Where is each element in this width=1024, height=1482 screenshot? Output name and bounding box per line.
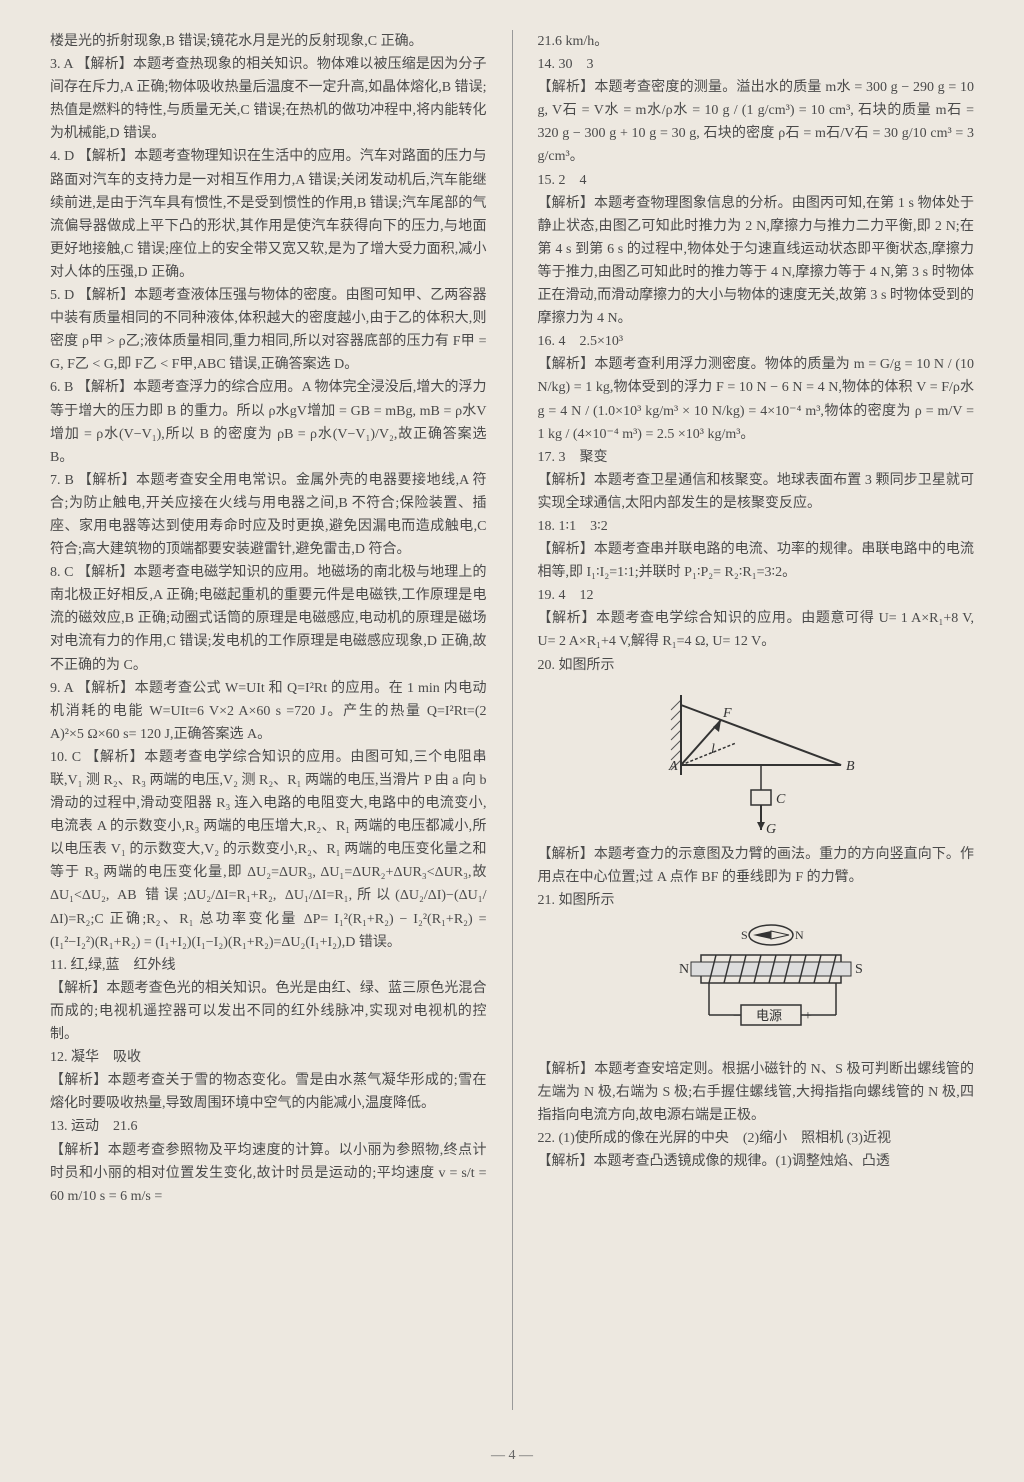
- q7: 7. B 【解析】本题考查安全用电常识。金属外壳的电器要接地线,A 符合;为防止…: [50, 469, 487, 561]
- q9: 9. A 【解析】本题考查公式 W=UIt 和 Q=I²Rt 的应用。在 1 m…: [50, 677, 487, 746]
- q16-analysis: 【解析】本题考查利用浮力测密度。物体的质量为 m = G/g = 10 N / …: [538, 353, 975, 445]
- q12-analysis: 【解析】本题考查关于雪的物态变化。雪是由水蒸气凝华形成的;雪在熔化时要吸收热量,…: [50, 1069, 487, 1115]
- solenoid-S: S: [855, 962, 863, 977]
- q11-analysis: 【解析】本题考查色光的相关知识。色光是由红、绿、蓝三原色光混合而成的;电视机遥控…: [50, 977, 487, 1046]
- document-page: 楼是光的折射现象,B 错误;镜花水月是光的反射现象,C 正确。 3. A 【解析…: [0, 0, 1024, 1482]
- plus-label: +: [804, 1009, 812, 1024]
- q14-analysis: 【解析】本题考查密度的测量。溢出水的质量 m水 = 300 g − 290 g …: [538, 76, 975, 168]
- label-G: G: [766, 822, 776, 835]
- q15-analysis: 【解析】本题考查物理图象信息的分析。由图丙可知,在第 1 s 物体处于静止状态,…: [538, 192, 975, 331]
- q4: 4. D 【解析】本题考查物理知识在生活中的应用。汽车对路面的压力与路面对汽车的…: [50, 145, 487, 284]
- power-label: 电源: [756, 1008, 782, 1023]
- q5: 5. D 【解析】本题考查液体压强与物体的密度。由图可知甲、乙两容器中装有质量相…: [50, 284, 487, 376]
- solenoid-N: N: [679, 962, 689, 977]
- q22-analysis: 【解析】本题考查凸透镜成像的规律。(1)调整烛焰、凸透: [538, 1150, 975, 1173]
- q14: 14. 30 3: [538, 53, 975, 76]
- q16: 16. 4 2.5×10³: [538, 330, 975, 353]
- q3: 3. A 【解析】本题考查热现象的相关知识。物体难以被压缩是因为分子间存在斥力,…: [50, 53, 487, 145]
- q12: 12. 凝华 吸收: [50, 1046, 487, 1069]
- compass-N: N: [795, 928, 804, 942]
- q2-continuation: 楼是光的折射现象,B 错误;镜花水月是光的反射现象,C 正确。: [50, 30, 487, 53]
- solenoid-diagram: S N: [641, 920, 871, 1050]
- q21: 21. 如图所示: [538, 889, 975, 912]
- q6: 6. B 【解析】本题考查浮力的综合应用。A 物体完全浸没后,增大的浮力等于增大…: [50, 376, 487, 468]
- left-column: 楼是光的折射现象,B 错误;镜花水月是光的反射现象,C 正确。 3. A 【解析…: [50, 30, 487, 1410]
- q11: 11. 红,绿,蓝 红外线: [50, 954, 487, 977]
- q19: 19. 4 12: [538, 584, 975, 607]
- q20-analysis: 【解析】本题考查力的示意图及力臂的画法。重力的方向竖直向下。作用点在中心位置;过…: [538, 843, 975, 889]
- figure-q20: A B C F G l: [538, 685, 975, 835]
- two-column-layout: 楼是光的折射现象,B 错误;镜花水月是光的反射现象,C 正确。 3. A 【解析…: [50, 30, 974, 1410]
- q17-analysis: 【解析】本题考查卫星通信和核聚变。地球表面布置 3 颗同步卫星就可实现全球通信,…: [538, 469, 975, 515]
- q15: 15. 2 4: [538, 169, 975, 192]
- q18: 18. 1∶1 3∶2: [538, 515, 975, 538]
- q13-analysis: 【解析】本题考查参照物及平均速度的计算。以小丽为参照物,终点计时员和小丽的相对位…: [50, 1139, 487, 1208]
- label-F: F: [722, 706, 732, 721]
- label-A: A: [668, 759, 678, 774]
- q13-continuation: 21.6 km/h。: [538, 30, 975, 53]
- q13: 13. 运动 21.6: [50, 1115, 487, 1138]
- minus-label: −: [733, 1009, 741, 1024]
- label-B: B: [846, 759, 855, 774]
- triangle-diagram: A B C F G l: [641, 685, 871, 835]
- label-l: l: [711, 742, 715, 757]
- figure-q21: S N: [538, 920, 975, 1050]
- q20: 20. 如图所示: [538, 654, 975, 677]
- column-divider: [512, 30, 513, 1410]
- q17: 17. 3 聚变: [538, 446, 975, 469]
- label-C: C: [776, 792, 786, 807]
- q19-analysis: 【解析】本题考查电学综合知识的应用。由题意可得 U= 1 A×R₁+8 V, U…: [538, 607, 975, 653]
- q10: 10. C 【解析】本题考查电学综合知识的应用。由图可知,三个电阻串联,V₁ 测…: [50, 746, 487, 954]
- page-number: — 4 —: [0, 1448, 1024, 1464]
- q18-analysis: 【解析】本题考查串并联电路的电流、功率的规律。串联电路中的电流相等,即 I₁∶I…: [538, 538, 975, 584]
- q22: 22. (1)使所成的像在光屏的中央 (2)缩小 照相机 (3)近视: [538, 1127, 975, 1150]
- q8: 8. C 【解析】本题考查电磁学知识的应用。地磁场的南北极与地理上的南北极正好相…: [50, 561, 487, 676]
- compass-S: S: [741, 928, 748, 942]
- q21-analysis: 【解析】本题考查安培定则。根据小磁针的 N、S 极可判断出螺线管的左端为 N 极…: [538, 1058, 975, 1127]
- right-column: 21.6 km/h。 14. 30 3 【解析】本题考查密度的测量。溢出水的质量…: [538, 30, 975, 1410]
